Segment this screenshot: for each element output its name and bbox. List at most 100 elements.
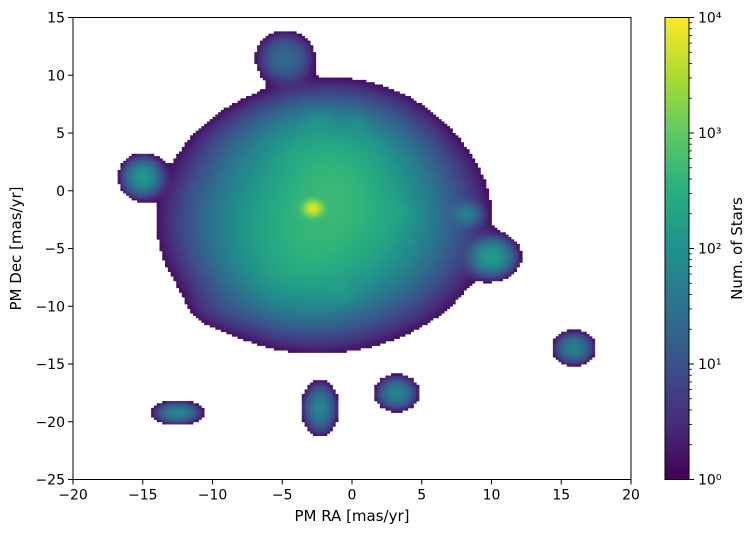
heatmap-cell bbox=[167, 253, 172, 256]
heatmap-cell bbox=[240, 246, 244, 249]
heatmap-cell bbox=[181, 169, 185, 173]
heatmap-cell bbox=[176, 202, 180, 206]
heatmap-cell bbox=[268, 149, 272, 152]
heatmap-cell bbox=[251, 324, 255, 328]
heatmap-cell bbox=[209, 179, 213, 182]
heatmap-cell bbox=[248, 128, 252, 132]
heatmap-cell bbox=[190, 234, 194, 238]
heatmap-cell bbox=[218, 197, 222, 201]
heatmap-cell bbox=[204, 128, 208, 132]
heatmap-cell bbox=[229, 246, 233, 249]
heatmap-cell bbox=[204, 239, 208, 242]
heatmap-cell bbox=[201, 181, 205, 185]
heatmap-cell bbox=[257, 59, 261, 62]
heatmap-cell bbox=[276, 167, 280, 171]
heatmap-cell bbox=[162, 195, 166, 199]
heatmap-cell bbox=[276, 327, 280, 330]
heatmap-cell bbox=[257, 63, 261, 67]
heatmap-cell bbox=[265, 310, 269, 314]
heatmap-cell bbox=[190, 167, 194, 171]
heatmap-cell bbox=[198, 142, 202, 145]
heatmap-cell bbox=[243, 149, 247, 152]
heatmap-cell bbox=[287, 331, 292, 335]
heatmap-cell bbox=[279, 248, 283, 252]
heatmap-cell bbox=[251, 340, 255, 344]
heatmap-cell bbox=[287, 61, 292, 65]
heatmap-cell bbox=[206, 209, 211, 212]
heatmap-cell bbox=[223, 179, 227, 182]
heatmap-cell bbox=[229, 329, 233, 333]
heatmap-cell bbox=[218, 227, 222, 231]
heatmap-cell bbox=[265, 128, 269, 132]
heatmap-cell bbox=[276, 227, 280, 231]
heatmap-cell bbox=[165, 405, 169, 409]
heatmap-cell bbox=[229, 317, 233, 321]
heatmap-cell bbox=[215, 193, 219, 196]
heatmap-cell bbox=[201, 169, 205, 173]
heatmap-cell bbox=[237, 278, 241, 282]
heatmap-cell bbox=[273, 333, 278, 337]
heatmap-cell bbox=[251, 116, 255, 120]
heatmap-cell bbox=[206, 269, 211, 272]
heatmap-cell bbox=[273, 186, 278, 189]
heatmap-cell bbox=[195, 139, 199, 143]
heatmap-cell bbox=[218, 273, 222, 277]
heatmap-cell bbox=[226, 331, 230, 335]
heatmap-cell bbox=[206, 299, 211, 303]
heatmap-cell bbox=[223, 250, 227, 254]
heatmap-cell bbox=[145, 156, 149, 159]
heatmap-cell bbox=[268, 223, 272, 226]
heatmap-cell bbox=[137, 172, 141, 175]
heatmap-cell bbox=[234, 306, 239, 309]
heatmap-cell bbox=[262, 114, 266, 118]
heatmap-cell bbox=[248, 239, 252, 242]
heatmap-cell bbox=[279, 345, 283, 349]
heatmap-cell bbox=[262, 119, 266, 122]
heatmap-cell bbox=[170, 216, 174, 219]
heatmap-cell bbox=[212, 174, 216, 178]
heatmap-cell bbox=[268, 280, 272, 284]
heatmap-cell bbox=[285, 153, 289, 157]
heatmap-cell bbox=[148, 163, 152, 166]
heatmap-cell bbox=[276, 280, 280, 284]
heatmap-cell bbox=[285, 227, 289, 231]
heatmap-cell bbox=[198, 160, 202, 164]
heatmap-cell bbox=[245, 209, 250, 212]
heatmap-cell bbox=[290, 276, 294, 279]
heatmap-cell bbox=[232, 225, 236, 229]
heatmap-cell bbox=[187, 400, 191, 404]
heatmap-cell bbox=[131, 179, 135, 182]
heatmap-cell bbox=[187, 204, 191, 208]
heatmap-cell bbox=[190, 280, 194, 284]
heatmap-cell bbox=[151, 181, 155, 185]
heatmap-cell bbox=[262, 167, 266, 171]
heatmap-cell bbox=[254, 139, 258, 143]
heatmap-cell bbox=[251, 336, 255, 339]
heatmap-cell bbox=[198, 236, 202, 240]
heatmap-cell bbox=[145, 160, 149, 164]
heatmap-cell bbox=[262, 174, 266, 178]
heatmap-cell bbox=[192, 211, 197, 215]
heatmap-cell bbox=[279, 31, 283, 35]
heatmap-cell bbox=[179, 190, 183, 194]
heatmap-cell bbox=[271, 47, 275, 51]
heatmap-cell bbox=[206, 232, 211, 236]
heatmap-cell bbox=[128, 172, 132, 175]
heatmap-cell bbox=[271, 172, 275, 175]
heatmap-cell bbox=[287, 303, 292, 307]
heatmap-cell bbox=[223, 266, 227, 270]
heatmap-cell bbox=[237, 331, 241, 335]
heatmap-cell bbox=[212, 234, 216, 238]
heatmap-cell bbox=[240, 253, 244, 256]
heatmap-cell bbox=[243, 193, 247, 196]
heatmap-cell bbox=[165, 414, 169, 418]
heatmap-cell bbox=[273, 105, 278, 108]
heatmap-cell bbox=[229, 273, 233, 277]
heatmap-cell bbox=[142, 153, 146, 157]
heatmap-cell bbox=[268, 56, 272, 60]
heatmap-cell bbox=[276, 303, 280, 307]
heatmap-cell bbox=[212, 160, 216, 164]
heatmap-cell bbox=[134, 153, 138, 157]
heatmap-cell bbox=[181, 181, 185, 185]
heatmap-cell bbox=[237, 144, 241, 148]
